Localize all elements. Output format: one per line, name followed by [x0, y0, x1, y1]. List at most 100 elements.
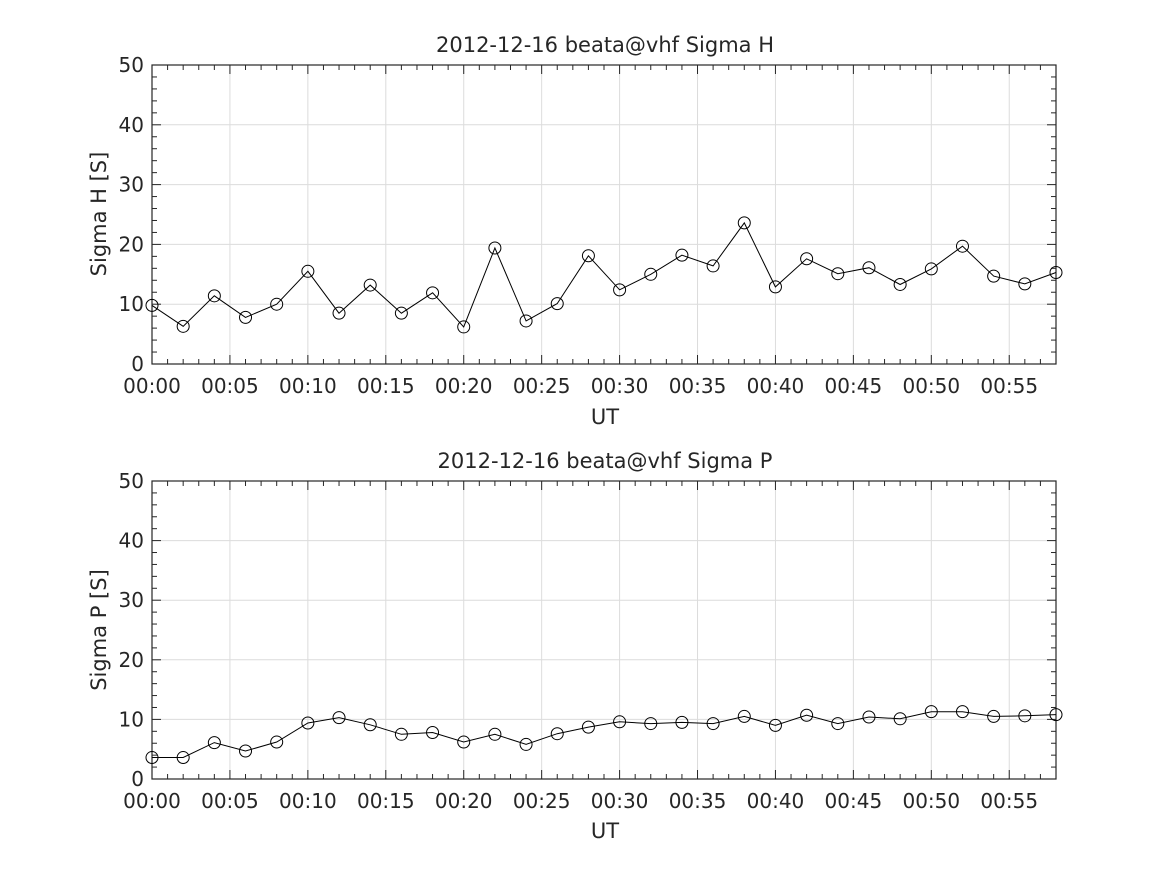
sigma-h-data-point — [924, 262, 938, 276]
sigma-p-data-point — [239, 744, 253, 758]
sigma-h-y-axis-label: Sigma H [S] — [87, 152, 111, 277]
sigma-p-x-tick-label: 00:15 — [357, 789, 415, 813]
sigma-p-data-point — [550, 727, 564, 741]
sigma-h-x-tick-label: 00:20 — [435, 374, 493, 398]
sigma-h-data-point — [1018, 277, 1032, 291]
sigma-h-x-tick-label: 00:10 — [279, 374, 337, 398]
sigma-p-x-tick-label: 00:05 — [201, 789, 259, 813]
sigma-p-data-point — [145, 751, 159, 765]
sigma-p-x-tick-label: 00:45 — [825, 789, 883, 813]
sigma-p-x-tick-label: 00:35 — [669, 789, 727, 813]
sigma-p-x-tick-label: 00:10 — [279, 789, 337, 813]
sigma-h-data-point — [270, 297, 284, 311]
sigma-p-axes-box — [151, 480, 1057, 780]
sigma-h-x-tick-label: 00:40 — [747, 374, 805, 398]
sigma-p-y-tick-label: 50 — [119, 469, 144, 493]
sigma-h-data-point — [207, 289, 221, 303]
sigma-p-x-tick-label: 00:30 — [591, 789, 649, 813]
sigma-h-data-point — [955, 239, 969, 253]
sigma-h-data-point — [862, 261, 876, 275]
sigma-p-data-point — [987, 709, 1001, 723]
sigma-h-x-tick-label: 00:55 — [980, 374, 1038, 398]
sigma-p-data-point — [519, 737, 533, 751]
sigma-p-data-point — [207, 736, 221, 750]
sigma-p-data-point — [1049, 708, 1063, 722]
sigma-p-data-point — [426, 726, 440, 740]
sigma-p-data-point — [270, 735, 284, 749]
sigma-h-y-tick-label: 40 — [119, 113, 144, 137]
sigma-h-data-point — [145, 298, 159, 312]
sigma-h-data-point — [426, 286, 440, 300]
sigma-p-data-point — [955, 705, 969, 719]
sigma-h-data-point — [613, 283, 627, 297]
sigma-h-data-point — [644, 267, 658, 281]
sigma-h-panel: 2012-12-16 beata@vhf Sigma H UT Sigma H … — [87, 33, 1063, 429]
sigma-h-data-point — [987, 269, 1001, 283]
sigma-h-data-point — [301, 264, 315, 278]
sigma-h-x-axis-label: UT — [591, 405, 619, 429]
sigma-p-data-point — [800, 708, 814, 722]
sigma-h-data-point — [893, 277, 907, 291]
sigma-h-plot-area — [152, 65, 1056, 364]
sigma-p-chart-title: 2012-12-16 beata@vhf Sigma P — [438, 449, 773, 473]
sigma-p-panel: 2012-12-16 beata@vhf Sigma P UT Sigma P … — [87, 449, 1063, 843]
sigma-h-data-point — [800, 252, 814, 266]
sigma-h-x-tick-label: 00:00 — [123, 374, 181, 398]
sigma-h-data-point — [394, 306, 408, 320]
sigma-p-y-tick-label: 0 — [131, 767, 144, 791]
sigma-p-y-tick-label: 10 — [119, 707, 144, 731]
sigma-p-data-point — [924, 705, 938, 719]
sigma-h-data-point — [706, 259, 720, 273]
sigma-h-data-point — [1049, 266, 1063, 280]
sigma-p-data-point — [488, 727, 502, 741]
sigma-p-data-point — [862, 710, 876, 724]
sigma-h-x-tick-label: 00:30 — [591, 374, 649, 398]
sigma-p-x-axis-label: UT — [591, 819, 619, 843]
sigma-p-plot-area — [152, 481, 1056, 779]
sigma-p-x-tick-label: 00:00 — [123, 789, 181, 813]
sigma-h-data-point — [550, 297, 564, 311]
sigma-p-data-point — [176, 751, 190, 765]
sigma-p-y-axis-label: Sigma P [S] — [87, 569, 111, 691]
sigma-h-x-tick-label: 00:05 — [201, 374, 259, 398]
sigma-h-x-tick-label: 00:35 — [669, 374, 727, 398]
sigma-h-data-point — [675, 248, 689, 262]
sigma-p-data-point — [706, 717, 720, 731]
sigma-p-y-tick-label: 20 — [119, 648, 144, 672]
sigma-h-y-tick-label: 30 — [119, 173, 144, 197]
sigma-h-x-tick-label: 00:50 — [902, 374, 960, 398]
sigma-p-data-point — [394, 727, 408, 741]
sigma-p-x-tick-label: 00:55 — [980, 789, 1038, 813]
sigma-p-data-point — [831, 717, 845, 731]
sigma-h-x-tick-label: 00:15 — [357, 374, 415, 398]
sigma-p-data-point — [457, 735, 471, 749]
sigma-p-x-tick-label: 00:25 — [513, 789, 571, 813]
sigma-h-y-tick-label: 0 — [131, 352, 144, 376]
sigma-h-y-tick-label: 50 — [119, 53, 144, 77]
sigma-h-data-point — [488, 241, 502, 255]
sigma-h-data-point — [768, 280, 782, 294]
sigma-p-x-tick-label: 00:50 — [902, 789, 960, 813]
sigma-p-x-tick-label: 00:40 — [747, 789, 805, 813]
sigma-p-data-point — [332, 711, 346, 725]
sigma-p-data-point — [301, 716, 315, 730]
sigma-h-axes-box — [151, 64, 1057, 365]
sigma-h-data-point — [176, 319, 190, 333]
sigma-p-data-point — [613, 715, 627, 729]
sigma-h-data-point — [332, 306, 346, 320]
sigma-h-chart-title: 2012-12-16 beata@vhf Sigma H — [436, 33, 774, 57]
sigma-h-data-point — [831, 267, 845, 281]
sigma-h-data-point — [363, 278, 377, 292]
sigma-h-y-tick-label: 20 — [119, 232, 144, 256]
sigma-p-x-tick-label: 00:20 — [435, 789, 493, 813]
sigma-p-y-tick-label: 30 — [119, 588, 144, 612]
sigma-p-data-point — [768, 718, 782, 732]
sigma-h-x-tick-label: 00:45 — [825, 374, 883, 398]
sigma-p-data-point — [363, 718, 377, 732]
sigma-p-data-point — [737, 709, 751, 723]
sigma-h-data-point — [239, 310, 253, 324]
sigma-h-data-point — [457, 320, 471, 334]
sigma-p-data-point — [675, 715, 689, 729]
sigma-p-data-point — [1018, 709, 1032, 723]
